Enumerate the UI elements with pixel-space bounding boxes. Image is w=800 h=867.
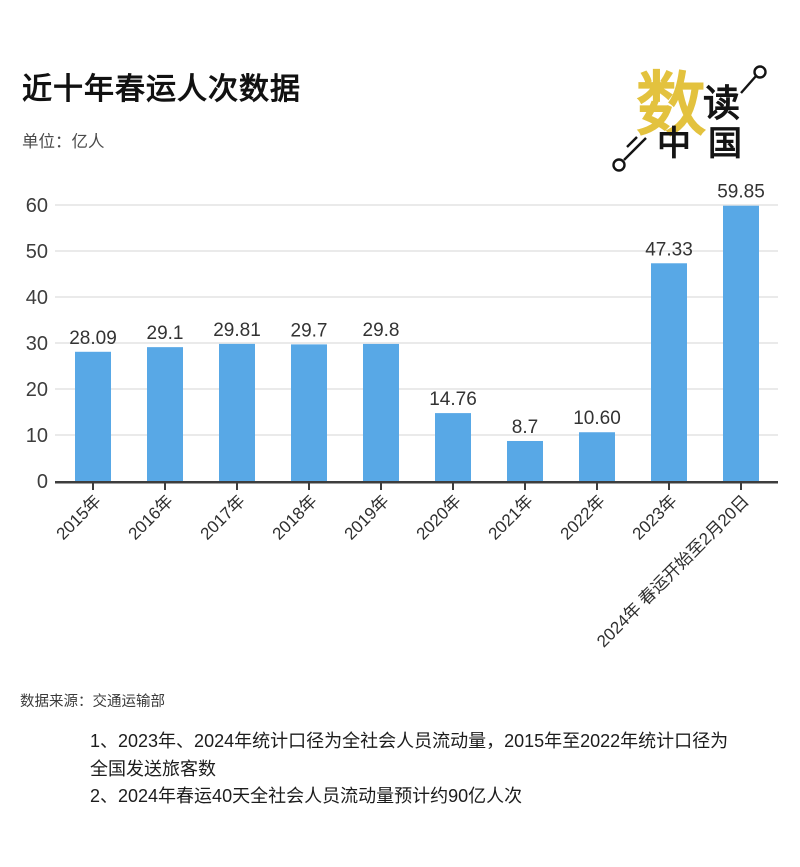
x-axis-label: 2022年 — [557, 491, 609, 543]
logo-char-guo: 国 — [708, 126, 742, 163]
bar-value-label: 29.8 — [363, 320, 400, 341]
y-axis-tick-label: 0 — [37, 471, 48, 493]
footnote-1: 1、2023年、2024年统计口径为全社会人员流动量，2015年至2022年统计… — [90, 731, 729, 779]
bar-value-label: 47.33 — [645, 239, 693, 260]
bar-value-label: 29.1 — [147, 323, 184, 344]
shuidu-zhongguo-logo: 数 读 中 国 — [612, 65, 767, 172]
bar-value-label: 29.7 — [291, 320, 328, 341]
bar-value-label: 28.09 — [69, 328, 117, 349]
y-axis-tick-label: 20 — [26, 379, 48, 401]
bar — [651, 263, 687, 481]
x-axis-label: 2024年 春运开始至2月20日 — [593, 491, 753, 651]
data-source: 数据来源：交通运输部 — [20, 694, 165, 710]
bar — [723, 205, 759, 481]
y-axis-tick-label: 30 — [26, 333, 48, 355]
y-axis-tick-label: 60 — [26, 195, 48, 217]
bar — [75, 351, 111, 481]
x-axis-label: 2020年 — [413, 491, 465, 543]
bar-value-label: 59.85 — [717, 182, 765, 203]
logo-char-shu: 数 — [636, 68, 706, 145]
x-axis-label: 2023年 — [629, 491, 681, 543]
x-axis-label: 2018年 — [269, 491, 321, 543]
footnotes: 1、2023年、2024年统计口径为全社会人员流动量，2015年至2022年统计… — [90, 728, 740, 811]
bar — [579, 432, 615, 481]
y-axis-tick-label: 50 — [26, 241, 48, 263]
bar-value-label: 14.76 — [429, 389, 477, 410]
x-axis-label: 2016年 — [125, 491, 177, 543]
bar-value-label: 29.81 — [213, 320, 261, 341]
y-axis-tick-label: 10 — [26, 425, 48, 447]
pin-icon — [740, 65, 767, 94]
unit-label: 单位：亿人 — [22, 133, 105, 151]
bar-value-label: 10.60 — [573, 408, 621, 429]
logo-char-du: 读 — [703, 83, 740, 125]
bar-value-label: 8.7 — [512, 417, 538, 438]
footnote-2: 2、2024年春运40天全社会人员流动量预计约90亿人次 — [90, 786, 523, 806]
bar-chart: 0 10 20 30 40 50 60 28.09 29.1 29.81 29.7 29.8 14.76… — [26, 182, 778, 651]
bar — [291, 344, 327, 481]
y-axis-tick-label: 40 — [26, 287, 48, 309]
x-axis-label: 2019年 — [341, 491, 393, 543]
bar — [507, 440, 543, 481]
x-axis-label: 2015年 — [53, 491, 105, 543]
bar — [219, 343, 255, 481]
page-title: 近十年春运人次数据 — [22, 73, 301, 106]
logo-char-zhong: 中 — [657, 125, 691, 163]
x-axis-label: 2017年 — [197, 491, 249, 543]
bar — [147, 347, 183, 481]
bar — [435, 413, 471, 481]
bar — [363, 343, 399, 481]
x-axis-label: 2021年 — [485, 491, 537, 543]
pin-icon — [612, 136, 647, 172]
